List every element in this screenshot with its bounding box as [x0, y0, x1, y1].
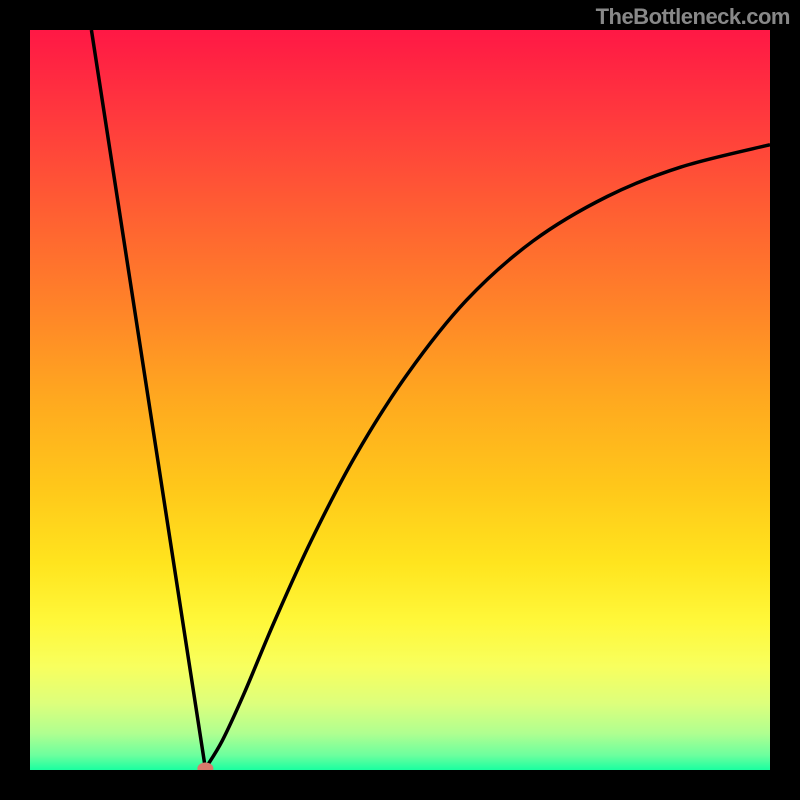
watermark-text: TheBottleneck.com — [596, 4, 790, 30]
plot-background — [30, 30, 770, 770]
bottleneck-chart — [0, 0, 800, 800]
